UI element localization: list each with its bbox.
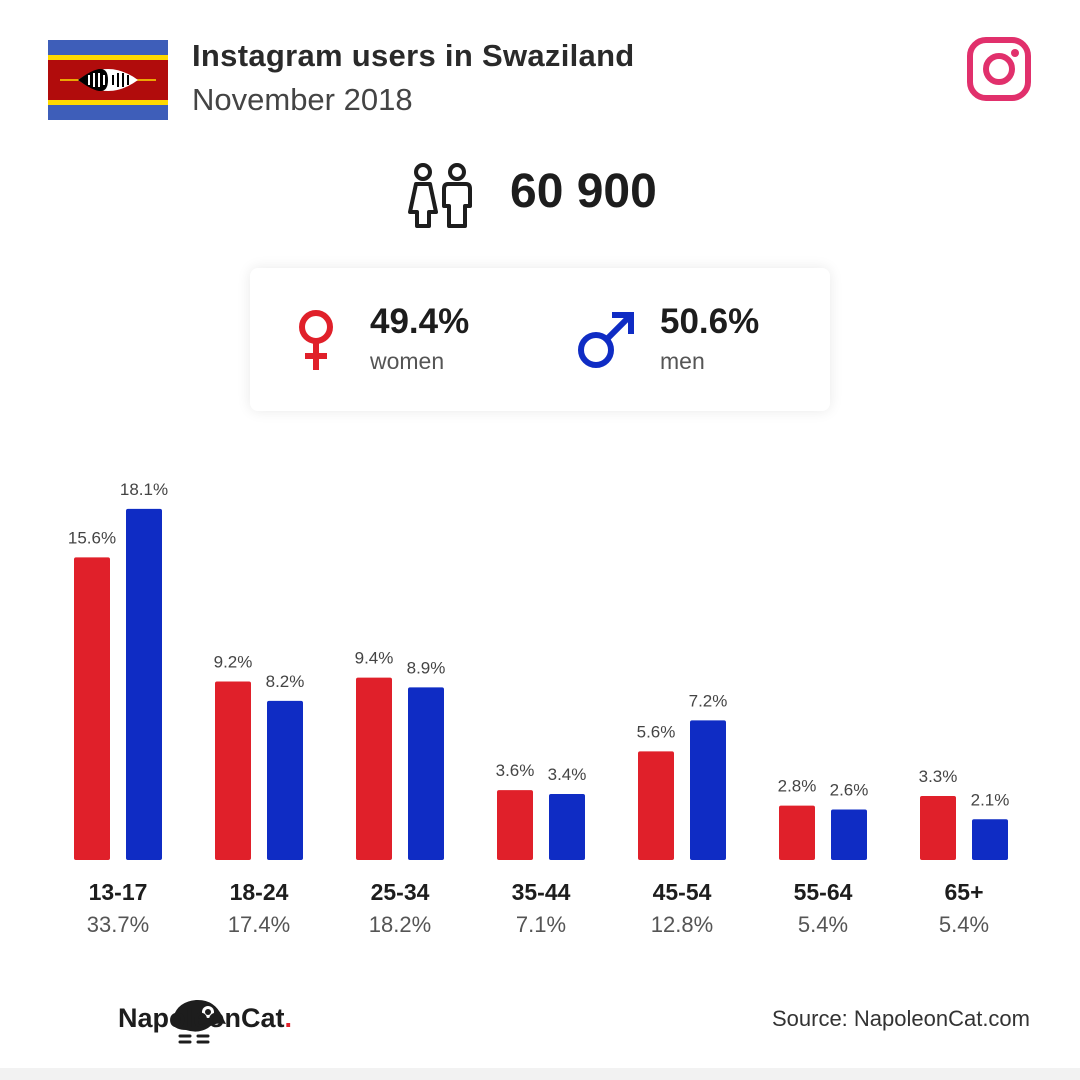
- napoleoncat-logo-icon: [172, 999, 226, 1044]
- category-label-65+: 65+: [944, 879, 983, 905]
- category-label-25-34: 25-34: [371, 879, 430, 905]
- bottom-strip: [0, 1068, 1080, 1080]
- page-title: Instagram users in Swaziland: [192, 38, 635, 73]
- value-label-men-55-64: 2.6%: [830, 781, 869, 800]
- source-text: Source: NapoleonCat.com: [771, 1006, 1030, 1031]
- value-label-men-35-44: 3.4%: [548, 765, 587, 784]
- bar-men-25-34: [408, 687, 444, 860]
- men-label: men: [660, 348, 705, 374]
- bar-men-65+: [972, 819, 1008, 860]
- category-total-55-64: 5.4%: [798, 912, 848, 937]
- category-total-25-34: 18.2%: [369, 912, 431, 937]
- bar-women-18-24: [215, 681, 251, 860]
- value-label-women-55-64: 2.8%: [778, 777, 817, 796]
- bar-men-18-24: [267, 700, 303, 860]
- category-total-13-17: 33.7%: [87, 912, 149, 937]
- value-label-women-35-44: 3.6%: [496, 761, 535, 780]
- category-total-65+: 5.4%: [939, 912, 989, 937]
- bar-men-45-54: [690, 720, 726, 860]
- bar-group-55-64: 2.8% 2.6% 55-64 5.4%: [778, 777, 869, 937]
- value-label-men-25-34: 8.9%: [407, 658, 446, 677]
- women-percentage: 49.4%: [370, 302, 470, 341]
- bar-group-18-24: 9.2% 8.2% 18-24 17.4%: [214, 653, 305, 937]
- category-total-35-44: 7.1%: [516, 912, 566, 937]
- people-icon: [408, 163, 472, 228]
- women-label: women: [370, 348, 445, 374]
- value-label-men-45-54: 7.2%: [689, 691, 728, 710]
- bar-women-13-17: [74, 557, 110, 860]
- category-total-45-54: 12.8%: [651, 912, 713, 937]
- bar-group-25-34: 9.4% 8.9% 25-34 18.2%: [355, 649, 446, 937]
- category-label-18-24: 18-24: [230, 879, 289, 905]
- brand-name: NapoleonCat.: [118, 1003, 293, 1033]
- page-subtitle: November 2018: [192, 82, 413, 117]
- category-total-18-24: 17.4%: [228, 912, 290, 937]
- age-gender-bar-chart: 15.6%18.1%13-1733.7%9.2%8.2%18-2417.4%9.…: [68, 480, 1010, 937]
- gender-card: [250, 268, 830, 411]
- male-symbol-icon: [578, 312, 634, 368]
- value-label-women-65+: 3.3%: [919, 767, 958, 786]
- bar-women-65+: [920, 795, 956, 860]
- category-label-55-64: 55-64: [794, 879, 853, 905]
- instagram-icon: [967, 37, 1031, 101]
- value-label-men-18-24: 8.2%: [266, 672, 305, 691]
- bar-men-13-17: [126, 508, 162, 860]
- value-label-men-65+: 2.1%: [971, 790, 1010, 809]
- bar-men-35-44: [549, 794, 585, 860]
- category-label-45-54: 45-54: [653, 879, 712, 905]
- category-label-35-44: 35-44: [512, 879, 571, 905]
- value-label-women-45-54: 5.6%: [637, 722, 676, 741]
- value-label-women-25-34: 9.4%: [355, 649, 394, 668]
- bar-group-35-44: 3.6% 3.4% 35-44 7.1%: [496, 761, 587, 937]
- swaziland-flag-icon: [48, 40, 168, 120]
- category-label-13-17: 13-17: [89, 879, 148, 905]
- bar-women-55-64: [779, 805, 815, 860]
- bar-women-35-44: [497, 790, 533, 860]
- value-label-women-18-24: 9.2%: [214, 653, 253, 672]
- bar-women-45-54: [638, 751, 674, 860]
- total-users: 60 900: [510, 165, 657, 218]
- female-symbol-icon: [299, 310, 333, 370]
- bar-group-13-17: 15.6% 18.1% 13-17 33.7%: [68, 480, 168, 937]
- value-label-women-13-17: 15.6%: [68, 528, 116, 547]
- value-label-men-13-17: 18.1%: [120, 480, 168, 499]
- bar-men-55-64: [831, 809, 867, 860]
- bar-group-45-54: 5.6% 7.2% 45-54 12.8%: [637, 691, 728, 937]
- bar-group-65+: 3.3% 2.1% 65+ 5.4%: [919, 767, 1010, 937]
- bar-women-25-34: [356, 677, 392, 860]
- men-percentage: 50.6%: [660, 302, 760, 341]
